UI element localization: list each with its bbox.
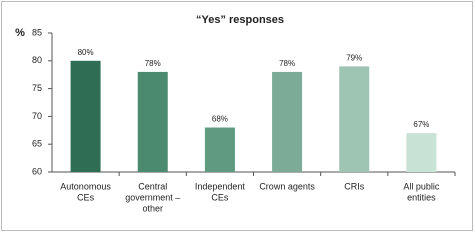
value-label: 80% bbox=[78, 48, 94, 57]
value-label: 78% bbox=[279, 59, 295, 68]
bar bbox=[70, 60, 101, 172]
bar bbox=[406, 133, 437, 172]
bar bbox=[272, 71, 303, 172]
value-label: 78% bbox=[145, 59, 161, 68]
x-tick-label: All public bbox=[403, 181, 440, 191]
y-tick-label: 70 bbox=[32, 111, 42, 121]
x-tick-label: government – bbox=[125, 192, 180, 202]
y-tick-label: 75 bbox=[32, 83, 42, 93]
y-tick-label: 85 bbox=[32, 27, 42, 37]
value-label: 68% bbox=[212, 115, 228, 124]
x-tick-label: entities bbox=[407, 192, 436, 202]
x-tick-label: Crown agents bbox=[259, 181, 315, 191]
bar bbox=[204, 127, 235, 172]
chart: “Yes” responses % 60 65 70 75 80 85 Autonomous… bbox=[1, 1, 473, 231]
bar bbox=[339, 66, 370, 172]
x-tick-label: CEs bbox=[77, 192, 95, 202]
x-tick-label: CRIs bbox=[344, 181, 364, 191]
y-axis-label: % bbox=[15, 27, 25, 39]
x-tick-label: CEs bbox=[211, 192, 229, 202]
x-tick-label: other bbox=[142, 203, 163, 213]
y-tick-label: 65 bbox=[32, 139, 42, 149]
x-tick-label: Independent bbox=[195, 181, 246, 191]
chart-title: “Yes” responses bbox=[196, 14, 284, 26]
value-label: 79% bbox=[346, 53, 362, 62]
chart-border bbox=[1, 1, 473, 231]
bar bbox=[137, 71, 168, 172]
value-label: 67% bbox=[413, 120, 429, 129]
y-tick-label: 60 bbox=[32, 166, 42, 176]
x-tick-label: Autonomous bbox=[60, 181, 111, 191]
y-tick-label: 80 bbox=[32, 55, 42, 65]
x-tick-label: Central bbox=[138, 181, 167, 191]
